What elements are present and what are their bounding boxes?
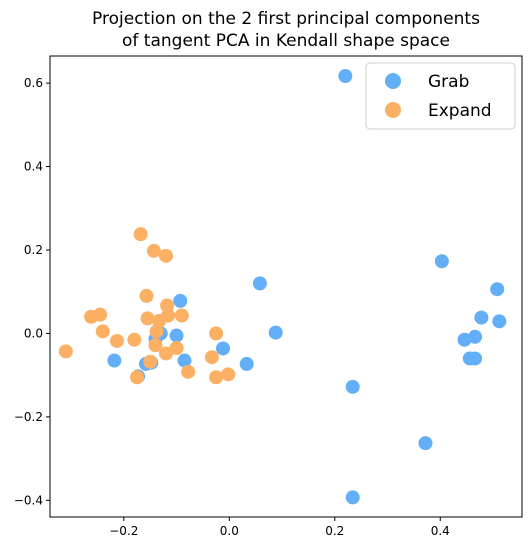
scatter-point-expand-16 bbox=[169, 341, 184, 356]
legend-label-grab: Grab bbox=[428, 72, 469, 92]
chart-title-line-2: of tangent PCA in Kendall shape space bbox=[122, 31, 450, 51]
y-tick-label: 0.6 bbox=[24, 76, 43, 90]
scatter-point-expand-15 bbox=[148, 338, 163, 353]
scatter-point-grab-18 bbox=[107, 353, 122, 368]
y-tick-label: −0.4 bbox=[14, 493, 43, 507]
scatter-point-grab-11 bbox=[345, 379, 360, 394]
scatter-point-grab-22 bbox=[239, 356, 254, 371]
scatter-point-expand-21 bbox=[204, 350, 219, 365]
scatter-point-expand-25 bbox=[130, 370, 145, 385]
y-tick-label: 0.4 bbox=[24, 160, 43, 174]
legend: Grab Expand bbox=[365, 62, 516, 130]
scatter-point-expand-22 bbox=[181, 364, 196, 379]
x-tick-label: 0.0 bbox=[220, 524, 239, 538]
scatter-point-grab-20 bbox=[177, 353, 192, 368]
scatter-point-grab-1 bbox=[434, 254, 449, 269]
scatter-point-grab-3 bbox=[490, 282, 505, 297]
scatter-point-grab-5 bbox=[492, 314, 507, 329]
chart-title-line-1: Projection on the 2 first principal comp… bbox=[92, 9, 480, 29]
scatter-point-expand-14 bbox=[127, 332, 142, 347]
scatter-point-expand-19 bbox=[143, 354, 158, 369]
scatter-point-expand-11 bbox=[95, 324, 110, 339]
scatter-point-expand-13 bbox=[109, 333, 124, 348]
scatter-point-expand-18 bbox=[58, 344, 73, 359]
plot-area-frame bbox=[49, 55, 523, 518]
scatter-point-grab-7 bbox=[468, 329, 483, 344]
scatter-point-expand-2 bbox=[159, 248, 174, 263]
scatter-point-expand-3 bbox=[139, 288, 154, 303]
x-tick-label: 0.2 bbox=[325, 524, 344, 538]
scatter-point-expand-0 bbox=[133, 227, 148, 242]
scatter-point-expand-10 bbox=[93, 307, 108, 322]
scatter-point-expand-23 bbox=[221, 367, 236, 382]
y-tick-label: 0.2 bbox=[24, 243, 43, 257]
legend-box bbox=[365, 62, 516, 130]
scatter-point-expand-12 bbox=[149, 324, 164, 339]
scatter-point-expand-5 bbox=[174, 308, 189, 323]
scatter-point-expand-24 bbox=[209, 370, 224, 385]
y-axis-ticks: −0.4 −0.2 0.0 0.2 0.4 0.6 bbox=[14, 76, 50, 507]
scatter-point-grab-13 bbox=[345, 490, 360, 505]
scatter-point-grab-17 bbox=[169, 328, 184, 343]
x-tick-label: −0.2 bbox=[109, 524, 138, 538]
scatter-point-grab-10 bbox=[468, 351, 483, 366]
legend-marker-expand bbox=[385, 102, 401, 118]
scatter-point-grab-0 bbox=[338, 69, 353, 84]
scatter-point-grab-21 bbox=[215, 341, 230, 356]
scatter-point-expand-17 bbox=[159, 346, 174, 361]
legend-label-expand: Expand bbox=[428, 101, 492, 121]
legend-marker-grab bbox=[385, 73, 401, 89]
scatter-point-expand-1 bbox=[146, 243, 161, 258]
scatter-point-grab-4 bbox=[474, 310, 489, 325]
y-tick-label: −0.2 bbox=[14, 410, 43, 424]
scatter-point-grab-6 bbox=[268, 325, 283, 340]
scatter-point-expand-20 bbox=[209, 326, 224, 341]
scatter-point-expand-7 bbox=[140, 311, 155, 326]
scatter-point-grab-2 bbox=[252, 276, 267, 291]
y-tick-label: 0.0 bbox=[24, 326, 43, 340]
x-axis-ticks: −0.2 0.0 0.2 0.4 bbox=[109, 517, 450, 538]
scatter-point-grab-14 bbox=[173, 293, 188, 308]
scatter-point-grab-12 bbox=[418, 436, 433, 451]
scatter-point-grab-8 bbox=[457, 332, 472, 347]
x-tick-label: 0.4 bbox=[431, 524, 450, 538]
data-points bbox=[58, 69, 507, 505]
